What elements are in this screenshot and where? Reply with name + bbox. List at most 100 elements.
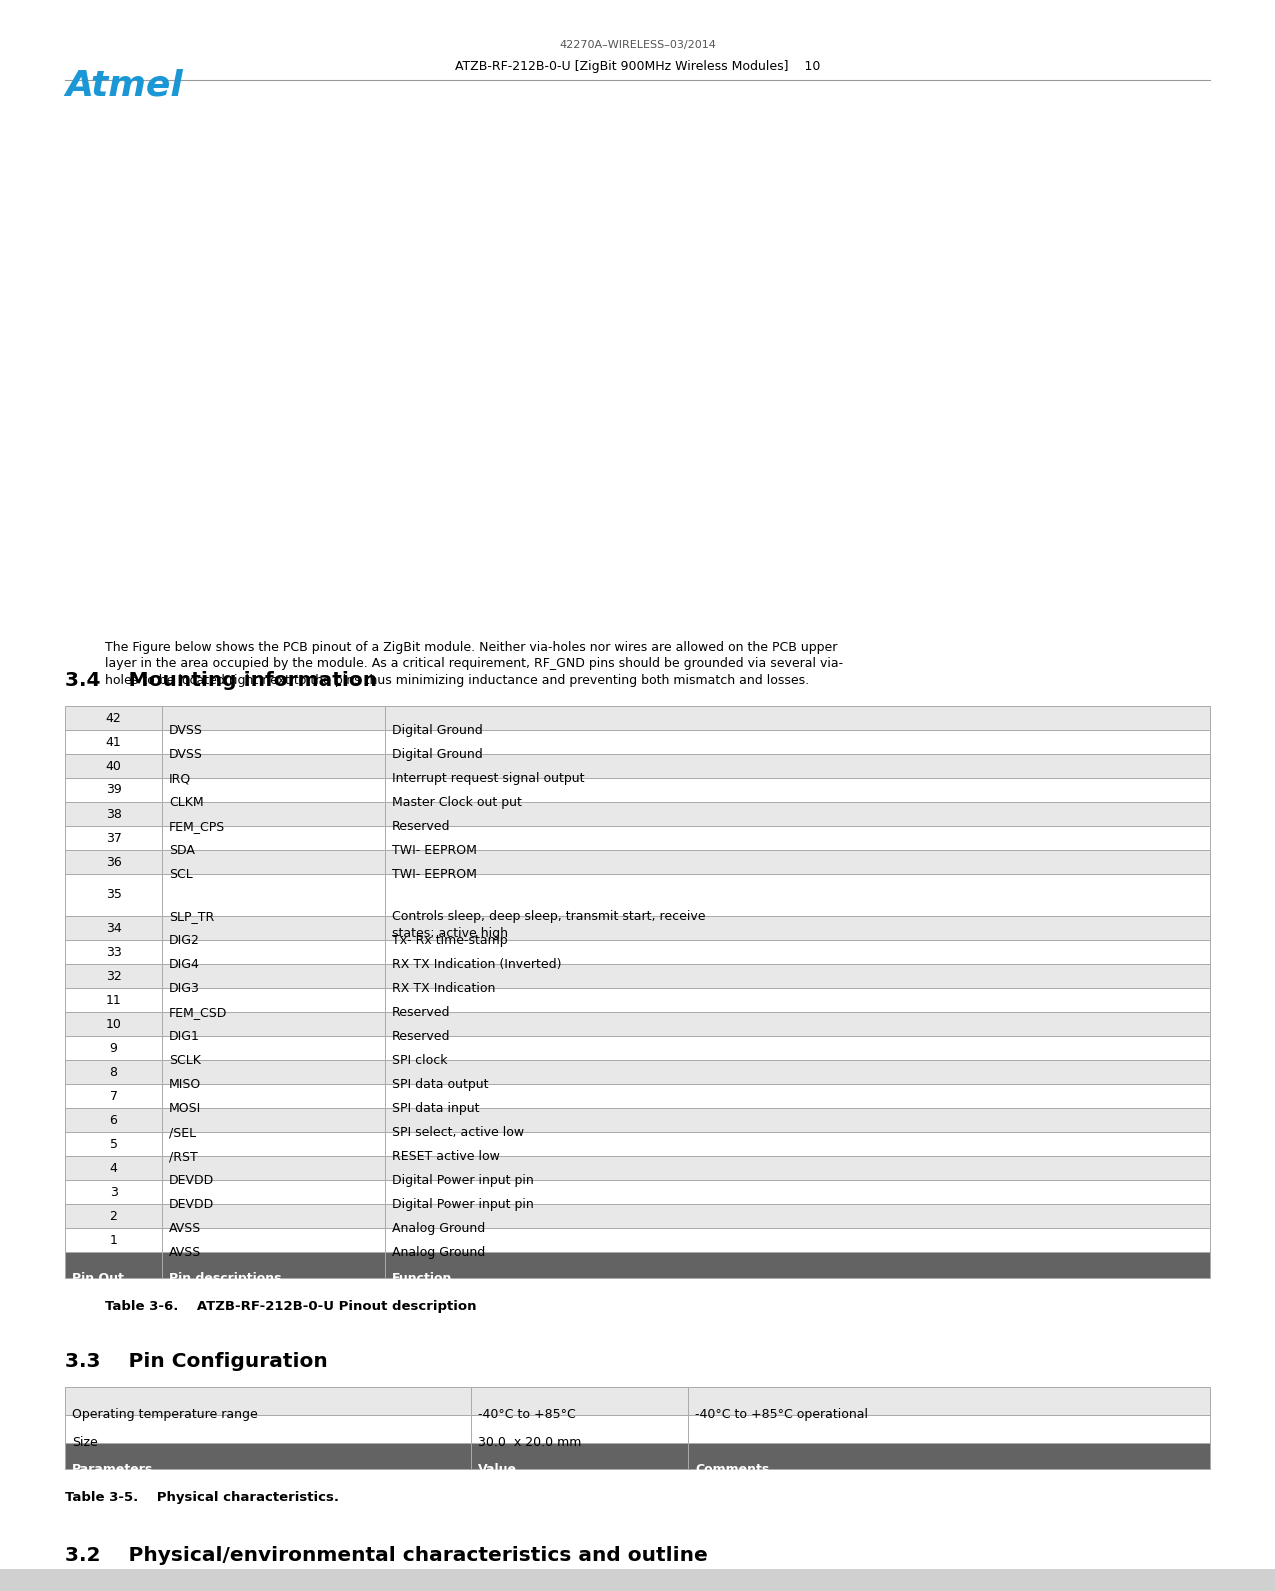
Text: SPI clock: SPI clock xyxy=(391,1053,448,1068)
Bar xyxy=(65,706,162,730)
Text: Interrupt request signal output: Interrupt request signal output xyxy=(391,772,584,784)
Text: MISO: MISO xyxy=(170,1079,201,1091)
Text: 10: 10 xyxy=(106,1018,121,1031)
Text: Pin descriptions: Pin descriptions xyxy=(170,1271,282,1286)
Text: 32: 32 xyxy=(106,969,121,983)
Text: 39: 39 xyxy=(106,783,121,797)
Text: SPI data input: SPI data input xyxy=(391,1103,479,1115)
Bar xyxy=(65,940,162,964)
Bar xyxy=(65,1012,162,1036)
Text: Function: Function xyxy=(391,1271,453,1286)
Bar xyxy=(162,778,385,802)
Text: 30.0  x 20.0 mm: 30.0 x 20.0 mm xyxy=(478,1437,581,1449)
Text: 35: 35 xyxy=(106,888,121,902)
Bar xyxy=(65,1443,470,1468)
Bar xyxy=(385,1204,1210,1228)
Text: Master Clock out put: Master Clock out put xyxy=(391,796,521,808)
Bar xyxy=(162,1012,385,1036)
Text: 34: 34 xyxy=(106,921,121,934)
Text: Parameters: Parameters xyxy=(71,1464,153,1476)
Bar xyxy=(65,964,162,988)
Text: Reserved: Reserved xyxy=(391,819,450,834)
Bar xyxy=(162,1157,385,1181)
Text: Digital Power input pin: Digital Power input pin xyxy=(391,1198,534,1211)
Bar xyxy=(162,1204,385,1228)
Text: FEM_CSD: FEM_CSD xyxy=(170,1006,227,1018)
Bar xyxy=(162,826,385,850)
Text: RESET active low: RESET active low xyxy=(391,1150,500,1163)
Bar xyxy=(0,1569,1275,1591)
Text: 4: 4 xyxy=(110,1161,117,1174)
Text: 7: 7 xyxy=(110,1090,117,1103)
Bar xyxy=(65,1107,162,1133)
Bar xyxy=(385,1012,1210,1036)
Bar xyxy=(385,1036,1210,1060)
Bar xyxy=(385,1060,1210,1083)
Bar xyxy=(162,730,385,754)
Text: TWI- EEPROM: TWI- EEPROM xyxy=(391,869,477,881)
Bar xyxy=(162,1036,385,1060)
Text: DIG2: DIG2 xyxy=(170,934,200,947)
Text: RX TX Indication (Inverted): RX TX Indication (Inverted) xyxy=(391,958,561,971)
Bar xyxy=(162,1133,385,1157)
Text: Table 3-6.    ATZB-RF-212B-0-U Pinout description: Table 3-6. ATZB-RF-212B-0-U Pinout descr… xyxy=(105,1300,477,1313)
Text: Table 3-5.    Physical characteristics.: Table 3-5. Physical characteristics. xyxy=(65,1491,339,1503)
Text: ATZB-RF-212B-0-U [ZigBit 900MHz Wireless Modules]    10: ATZB-RF-212B-0-U [ZigBit 900MHz Wireless… xyxy=(455,60,820,73)
Text: Tx- Rx time-stamp: Tx- Rx time-stamp xyxy=(391,934,507,947)
Text: Digital Ground: Digital Ground xyxy=(391,748,483,760)
Text: -40°C to +85°C: -40°C to +85°C xyxy=(478,1408,576,1421)
Text: 8: 8 xyxy=(110,1066,117,1079)
Text: SLP_TR: SLP_TR xyxy=(170,910,214,923)
Text: 3.4    Mounting information: 3.4 Mounting information xyxy=(65,671,377,690)
Bar xyxy=(65,1060,162,1083)
Text: Atmel: Atmel xyxy=(65,68,182,102)
Bar xyxy=(385,1157,1210,1181)
Bar xyxy=(65,826,162,850)
Bar xyxy=(385,778,1210,802)
Bar xyxy=(65,916,162,940)
Bar xyxy=(65,1157,162,1181)
Bar xyxy=(385,826,1210,850)
Text: 6: 6 xyxy=(110,1114,117,1126)
Bar xyxy=(688,1414,1210,1443)
Text: 3: 3 xyxy=(110,1185,117,1198)
Bar xyxy=(65,1387,470,1414)
Bar xyxy=(385,706,1210,730)
Text: Size: Size xyxy=(71,1437,98,1449)
Text: 41: 41 xyxy=(106,735,121,748)
Bar xyxy=(385,754,1210,778)
Bar xyxy=(385,988,1210,1012)
Bar xyxy=(162,1252,385,1278)
Bar xyxy=(385,1181,1210,1204)
Text: DEVDD: DEVDD xyxy=(170,1198,214,1211)
Bar xyxy=(162,873,385,916)
Bar xyxy=(470,1414,688,1443)
Bar xyxy=(688,1443,1210,1468)
Bar xyxy=(385,730,1210,754)
Bar xyxy=(65,778,162,802)
Text: -40°C to +85°C operational: -40°C to +85°C operational xyxy=(695,1408,868,1421)
Bar xyxy=(65,1181,162,1204)
Text: TWI- EEPROM: TWI- EEPROM xyxy=(391,843,477,858)
Text: DIG3: DIG3 xyxy=(170,982,200,994)
Bar xyxy=(162,850,385,873)
Bar xyxy=(65,1133,162,1157)
Text: RX TX Indication: RX TX Indication xyxy=(391,982,496,994)
Bar xyxy=(162,1083,385,1107)
Text: Analog Ground: Analog Ground xyxy=(391,1246,486,1258)
Text: 33: 33 xyxy=(106,945,121,958)
Text: Digital Power input pin: Digital Power input pin xyxy=(391,1174,534,1187)
Text: 5: 5 xyxy=(110,1138,117,1150)
Text: SPI select, active low: SPI select, active low xyxy=(391,1126,524,1139)
Text: 42: 42 xyxy=(106,711,121,724)
Bar xyxy=(65,988,162,1012)
Bar xyxy=(65,1252,162,1278)
Bar xyxy=(385,1107,1210,1133)
Text: Controls sleep, deep sleep, transmit start, receive
states; active high: Controls sleep, deep sleep, transmit sta… xyxy=(391,910,705,940)
Bar xyxy=(385,1133,1210,1157)
Bar xyxy=(65,1204,162,1228)
Bar xyxy=(65,802,162,826)
Bar xyxy=(385,850,1210,873)
Bar xyxy=(162,754,385,778)
Text: MOSI: MOSI xyxy=(170,1103,201,1115)
